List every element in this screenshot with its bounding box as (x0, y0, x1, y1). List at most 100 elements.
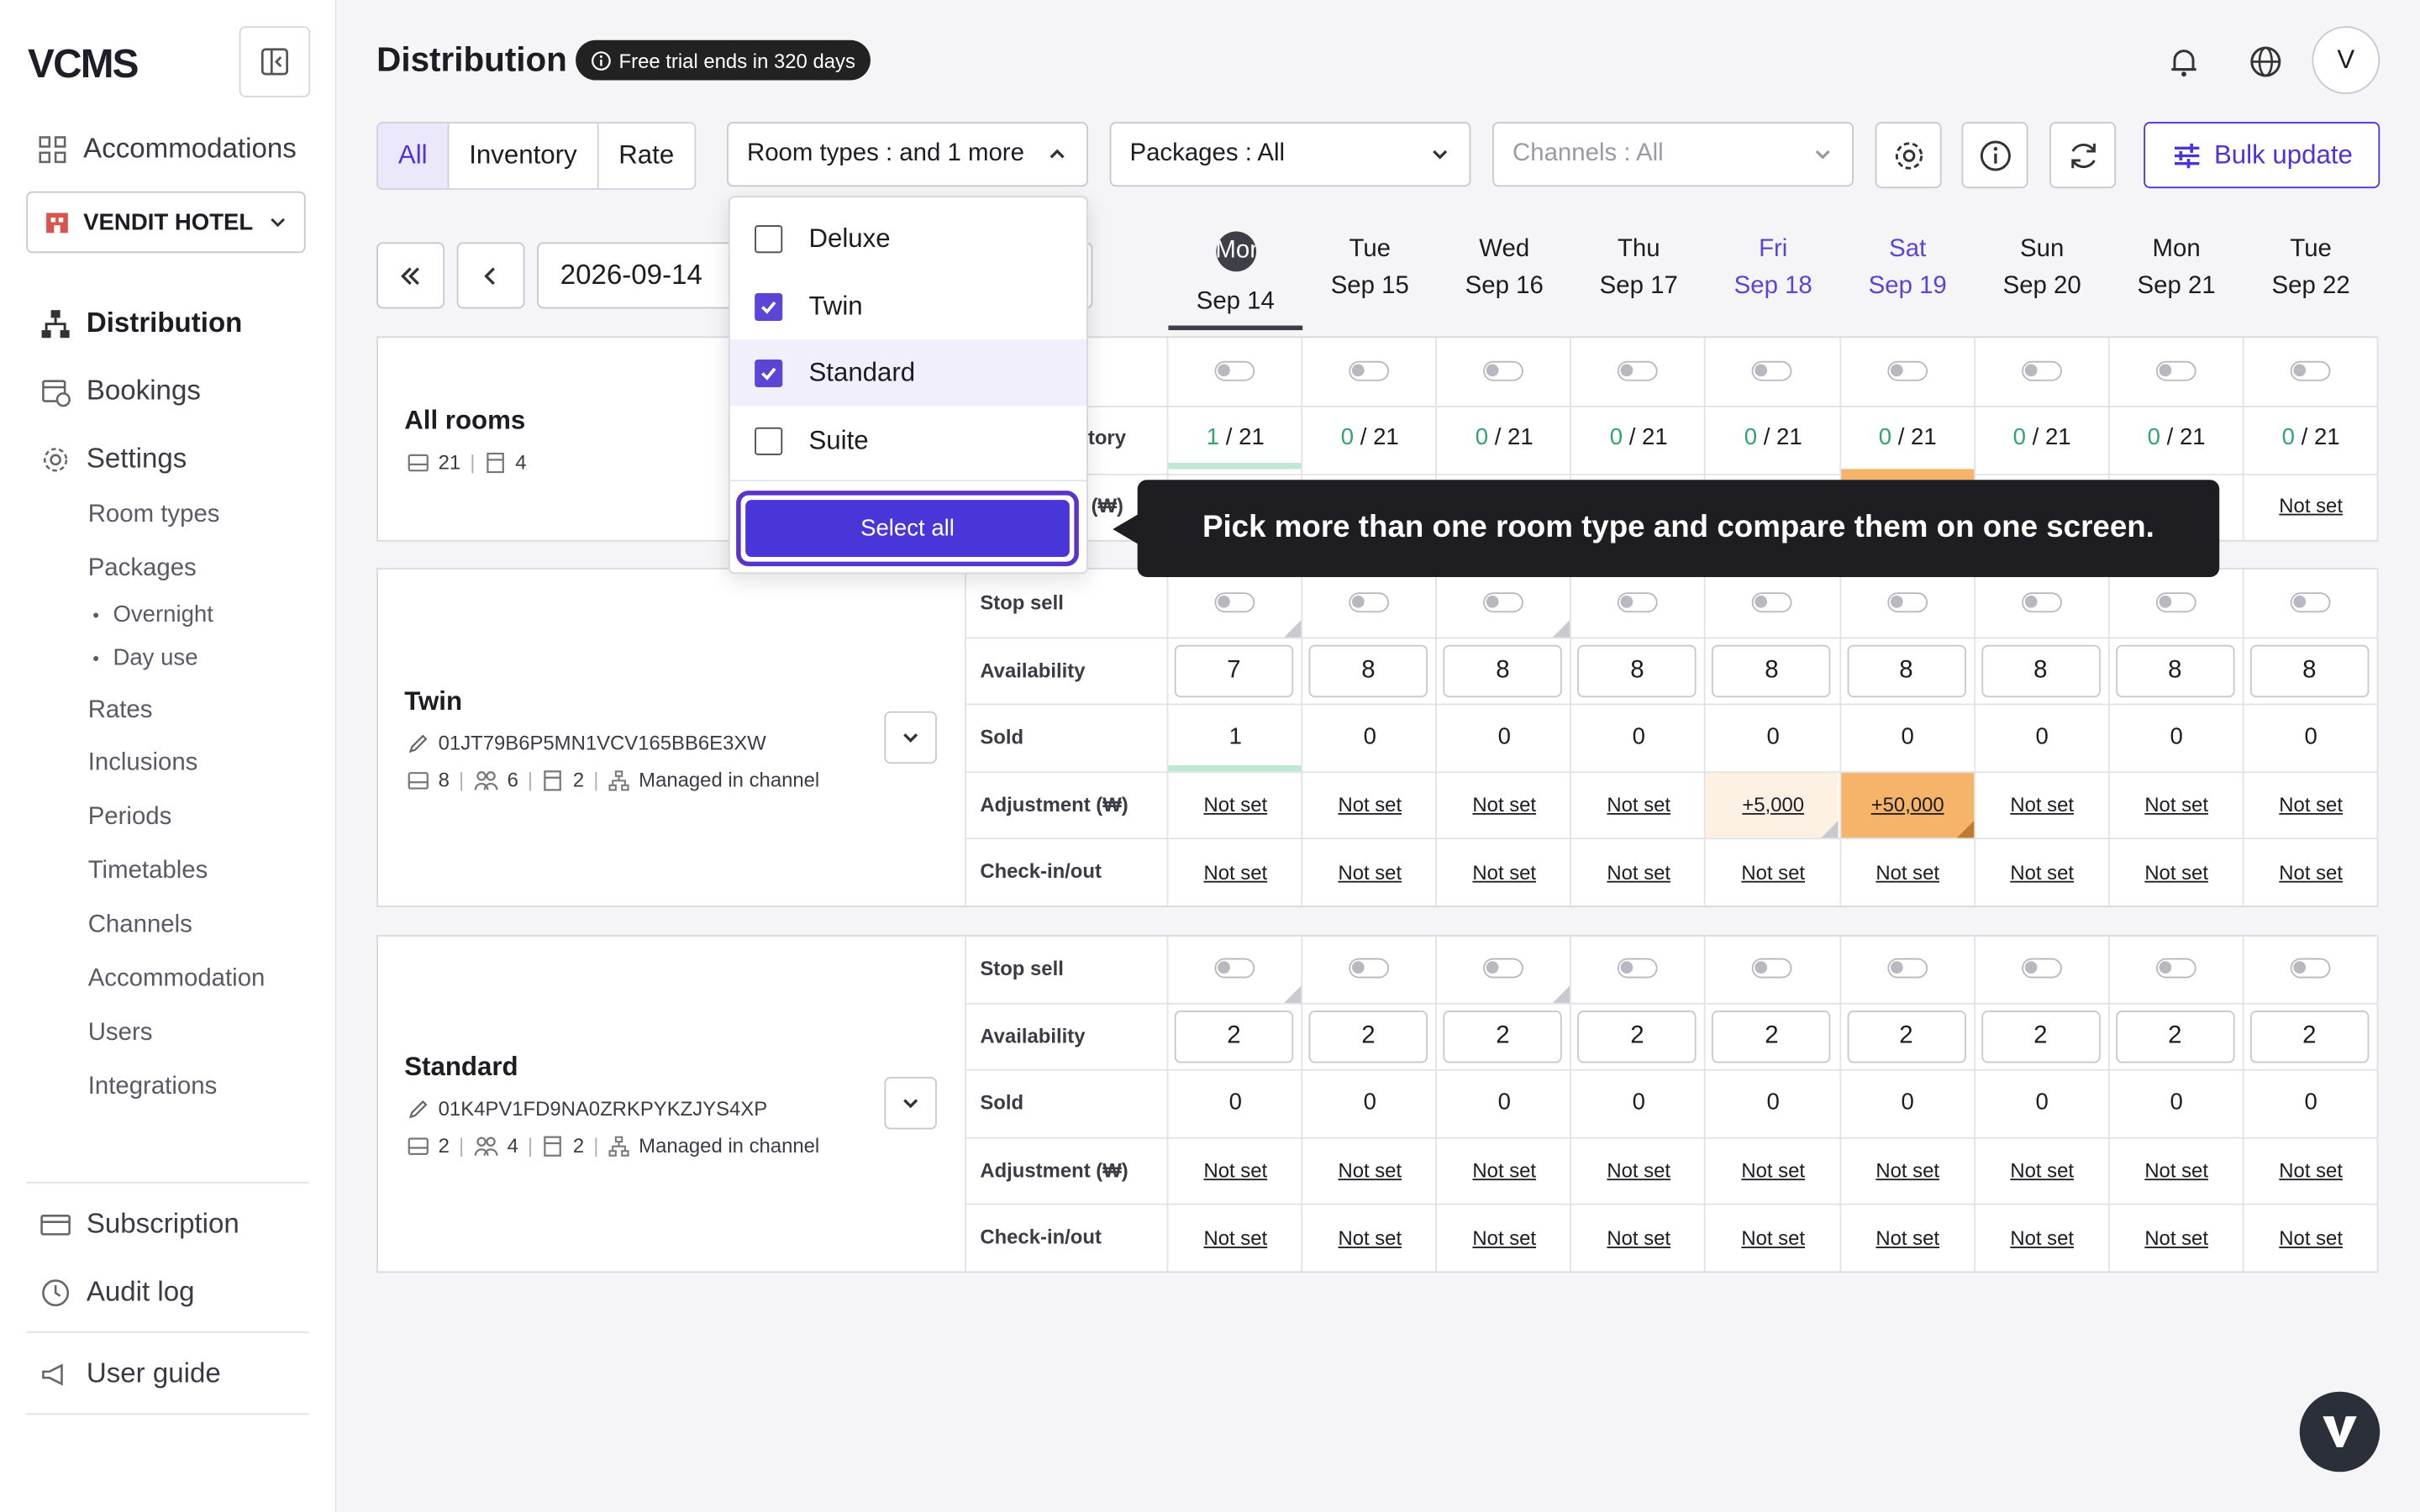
nav-channels[interactable]: Channels (87, 911, 192, 938)
adjustment-value[interactable]: Not set (1472, 1158, 1537, 1182)
nav-overnight[interactable]: Overnight (92, 601, 213, 627)
notification-button[interactable] (2160, 37, 2209, 87)
adjustment-value[interactable]: Not set (1607, 792, 1671, 816)
adjustment-value[interactable]: Not set (1472, 792, 1537, 816)
stop-sell-toggle[interactable] (1752, 958, 1793, 979)
stop-sell-toggle[interactable] (1483, 592, 1524, 613)
stop-sell-toggle[interactable] (1752, 592, 1793, 613)
availability-input[interactable]: 2 (1712, 1010, 1832, 1063)
room-type-option-twin[interactable]: Twin (730, 273, 1086, 339)
day-header[interactable]: Tue Sep 22 (2244, 232, 2378, 306)
nav-bookings[interactable]: Bookings (40, 375, 201, 407)
stop-sell-toggle[interactable] (1483, 360, 1524, 381)
availability-input[interactable]: 8 (2249, 644, 2370, 697)
checkinout-value[interactable]: Not set (1338, 1226, 1402, 1251)
stop-sell-toggle[interactable] (1349, 958, 1390, 979)
adjustment-value[interactable]: Not set (1741, 1158, 1806, 1182)
availability-input[interactable]: 8 (1846, 644, 1966, 697)
nav-settings[interactable]: Settings (40, 443, 187, 475)
adjustment-value[interactable]: Not set (2144, 1158, 2208, 1182)
adjustment-value[interactable]: Not set (2010, 1158, 2074, 1182)
nav-inclusions[interactable]: Inclusions (87, 749, 198, 776)
settings-button[interactable] (1875, 122, 1942, 189)
availability-input[interactable]: 2 (1846, 1010, 1966, 1063)
availability-input[interactable]: 2 (2115, 1010, 2235, 1063)
checkinout-value[interactable]: Not set (1607, 1226, 1671, 1251)
nav-users[interactable]: Users (87, 1020, 153, 1047)
adjustment-value[interactable]: +50,000 (1870, 792, 1944, 816)
user-avatar[interactable]: V (2312, 26, 2381, 95)
prev-week-button[interactable] (376, 242, 445, 309)
adjustment-value[interactable]: Not set (1338, 792, 1402, 816)
nav-accommodation[interactable]: Accommodation (87, 965, 266, 993)
nav-packages[interactable]: Packages (87, 555, 197, 582)
stop-sell-toggle[interactable] (1214, 360, 1255, 381)
nav-accommodations[interactable]: Accommodations (37, 133, 297, 165)
adjustment-value[interactable]: Not set (1203, 1158, 1268, 1182)
adjustment-value[interactable]: Not set (1607, 1158, 1671, 1182)
availability-input[interactable]: 2 (1174, 1010, 1294, 1063)
availability-input[interactable]: 8 (1577, 644, 1697, 697)
availability-input[interactable]: 2 (1981, 1010, 2101, 1063)
day-header[interactable]: Sat Sep 19 (1840, 232, 1975, 306)
stop-sell-toggle[interactable] (2021, 592, 2062, 613)
availability-input[interactable]: 2 (1577, 1010, 1697, 1063)
adjustment-value[interactable]: Not set (1338, 1158, 1402, 1182)
availability-input[interactable]: 2 (2249, 1010, 2370, 1063)
stop-sell-toggle[interactable] (2155, 958, 2196, 979)
hotel-select[interactable]: VENDIT HOTEL (26, 191, 306, 254)
bulk-update-button[interactable]: Bulk update (2144, 122, 2381, 189)
checkinout-value[interactable]: Not set (2144, 1226, 2208, 1251)
prev-day-button[interactable] (456, 242, 525, 309)
availability-input[interactable]: 8 (2115, 644, 2235, 697)
checkinout-value[interactable]: Not set (1741, 861, 1806, 885)
availability-input[interactable]: 7 (1174, 644, 1294, 697)
nav-user-guide[interactable]: User guide (40, 1357, 221, 1390)
pencil-icon[interactable] (408, 732, 429, 754)
day-header[interactable]: Sun Sep 20 (1975, 232, 2109, 306)
stop-sell-toggle[interactable] (2021, 360, 2062, 381)
checkinout-value[interactable]: Not set (2010, 1226, 2074, 1251)
day-header[interactable]: Mon Sep 14 (1168, 231, 1303, 331)
nav-subscription[interactable]: Subscription (40, 1208, 239, 1241)
checkinout-value[interactable]: Not set (1472, 1226, 1537, 1251)
stop-sell-toggle[interactable] (1752, 360, 1793, 381)
availability-input[interactable]: 8 (1443, 644, 1563, 697)
nav-timetables[interactable]: Timetables (87, 858, 208, 885)
expand-room-button[interactable] (884, 711, 937, 764)
help-fab[interactable] (2299, 1391, 2381, 1473)
availability-input[interactable]: 2 (1443, 1010, 1563, 1063)
pencil-icon[interactable] (408, 1098, 429, 1120)
stop-sell-toggle[interactable] (2290, 360, 2331, 381)
day-header[interactable]: Wed Sep 16 (1437, 232, 1571, 306)
day-header[interactable]: Thu Sep 17 (1571, 232, 1706, 306)
stop-sell-toggle[interactable] (2021, 958, 2062, 979)
stop-sell-toggle[interactable] (2155, 592, 2196, 613)
stop-sell-toggle[interactable] (1214, 592, 1255, 613)
nav-distribution[interactable]: Distribution (40, 307, 243, 340)
collapse-sidebar-button[interactable] (239, 26, 311, 97)
room-type-option-standard[interactable]: Standard (729, 339, 1087, 407)
adjustment-value[interactable]: Not set (1876, 1158, 1940, 1182)
checkinout-value[interactable]: Not set (1203, 861, 1268, 885)
select-all-button[interactable]: Select all (736, 491, 1079, 567)
adjustment-value[interactable]: +5,000 (1742, 792, 1805, 816)
nav-room-types[interactable]: Room types (87, 501, 220, 528)
tab-rate[interactable]: Rate (618, 140, 675, 171)
checkinout-value[interactable]: Not set (1876, 861, 1940, 885)
checkinout-value[interactable]: Not set (1741, 1226, 1806, 1251)
stop-sell-toggle[interactable] (1349, 360, 1390, 381)
channels-select[interactable]: Channels : All (1492, 122, 1854, 187)
tab-all[interactable]: All (378, 123, 450, 189)
stop-sell-toggle[interactable] (1214, 958, 1255, 979)
availability-input[interactable]: 8 (1981, 644, 2101, 697)
stop-sell-toggle[interactable] (1886, 958, 1928, 979)
nav-rates[interactable]: Rates (87, 697, 153, 724)
nav-periods[interactable]: Periods (87, 803, 172, 831)
stop-sell-toggle[interactable] (1483, 958, 1524, 979)
refresh-button[interactable] (2049, 122, 2117, 189)
day-header[interactable]: Mon Sep 21 (2109, 232, 2244, 306)
adjustment-value[interactable]: Not set (2010, 792, 2074, 816)
availability-input[interactable]: 8 (1308, 644, 1428, 697)
availability-input[interactable]: 8 (1712, 644, 1832, 697)
